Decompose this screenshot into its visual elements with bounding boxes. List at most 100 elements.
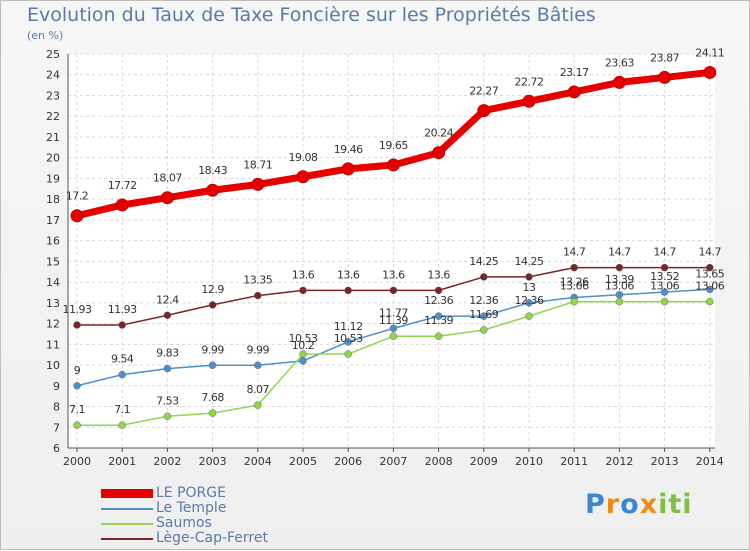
legend-label-le-porge: LE PORGE <box>156 485 226 501</box>
x-tick-label: 2001 <box>108 455 136 468</box>
data-point-saumos <box>208 409 217 417</box>
data-label-le-porge: 22.72 <box>515 75 544 88</box>
data-point-saumos <box>163 412 172 421</box>
data-point-le-porge <box>115 198 129 212</box>
y-tick-label: 10 <box>46 359 60 372</box>
x-tick-label: 2007 <box>379 455 407 468</box>
legend-item: LE PORGE <box>101 486 268 501</box>
brand-letter: t <box>668 489 683 520</box>
legend-swatch-saumos <box>101 522 153 525</box>
data-point-le-porge <box>567 85 581 99</box>
data-point-le-temple <box>118 370 126 379</box>
data-label-lege-cap-ferret: 13.6 <box>337 268 360 281</box>
data-label-lege-cap-ferret: 14.25 <box>515 255 544 268</box>
brand-letter: P <box>585 489 606 520</box>
data-point-lege-cap-ferret <box>118 321 126 329</box>
data-label-le-porge: 24.11 <box>695 46 724 59</box>
data-label-lege-cap-ferret: 12.4 <box>156 293 179 306</box>
data-point-le-porge <box>296 170 310 184</box>
data-point-le-porge <box>160 191 174 205</box>
x-tick-label: 2013 <box>651 455 679 468</box>
data-label-saumos: 11.69 <box>469 308 498 321</box>
data-point-le-temple <box>660 288 669 296</box>
data-point-le-temple <box>344 338 352 346</box>
data-point-le-temple <box>525 299 533 307</box>
data-label-le-temple: 9 <box>74 364 81 377</box>
x-tick-label: 2008 <box>425 455 453 468</box>
x-tick-label: 2012 <box>605 455 633 468</box>
data-label-le-temple: 9.83 <box>156 347 179 360</box>
data-label-lege-cap-ferret: 13.6 <box>427 268 450 281</box>
brand-letter: i <box>658 489 669 520</box>
data-point-saumos <box>118 421 126 429</box>
data-label-saumos: 10.53 <box>289 332 318 345</box>
x-tick-label: 2002 <box>153 455 181 468</box>
data-point-lege-cap-ferret <box>615 263 624 272</box>
data-point-le-porge <box>386 158 400 172</box>
y-tick-label: 11 <box>46 338 60 351</box>
data-label-saumos: 8.07 <box>247 383 270 396</box>
x-tick-label: 2006 <box>334 455 362 468</box>
data-point-saumos <box>570 297 578 306</box>
data-label-lege-cap-ferret: 14.7 <box>653 246 676 259</box>
data-label-le-temple: 13.26 <box>560 275 589 288</box>
y-tick-label: 14 <box>46 276 60 289</box>
data-label-le-temple: 13.39 <box>605 273 634 286</box>
data-label-le-temple: 9.99 <box>247 343 270 356</box>
data-point-lege-cap-ferret <box>525 273 533 281</box>
data-label-le-porge: 18.71 <box>243 158 272 171</box>
data-point-saumos <box>660 297 669 306</box>
data-point-lege-cap-ferret <box>389 286 398 295</box>
data-label-saumos: 11.39 <box>424 314 453 327</box>
data-label-saumos: 7.1 <box>69 403 85 416</box>
data-point-le-temple <box>434 312 443 320</box>
data-point-le-temple <box>73 382 81 390</box>
y-tick-label: 18 <box>46 193 60 206</box>
data-label-le-porge: 23.87 <box>650 51 679 64</box>
data-point-saumos <box>480 326 488 334</box>
data-label-saumos: 13.06 <box>605 280 634 293</box>
data-point-le-temple <box>706 285 714 294</box>
data-label-le-porge: 18.43 <box>198 164 227 177</box>
legend-label-lege-cap-ferret: Lège-Cap-Ferret <box>156 530 268 546</box>
y-tick-label: 16 <box>46 235 60 248</box>
legend-label-le-temple: Le Temple <box>156 500 227 516</box>
y-tick-label: 25 <box>46 48 60 61</box>
brand-logo: Proxiti <box>585 489 693 520</box>
x-tick-label: 2011 <box>560 455 588 468</box>
data-label-saumos: 13.06 <box>650 280 679 293</box>
data-point-le-temple <box>254 361 262 370</box>
y-tick-label: 12 <box>46 318 60 331</box>
data-point-le-porge <box>251 177 265 191</box>
x-tick-label: 2010 <box>515 455 543 468</box>
data-label-le-porge: 23.63 <box>605 56 634 69</box>
data-label-le-temple: 11.12 <box>334 320 363 333</box>
data-label-le-temple: 13.65 <box>695 267 724 280</box>
data-point-le-porge <box>341 162 355 176</box>
data-label-le-temple: 9.54 <box>111 353 134 366</box>
y-tick-label: 8 <box>53 401 60 414</box>
data-point-saumos <box>389 332 398 340</box>
data-label-saumos: 11.39 <box>379 314 408 327</box>
data-point-saumos <box>525 312 533 320</box>
data-label-saumos: 13.06 <box>560 280 589 293</box>
y-tick-label: 19 <box>46 172 60 185</box>
data-label-le-temple: 12.36 <box>424 294 453 307</box>
y-tick-label: 7 <box>53 421 60 434</box>
data-point-le-porge <box>522 94 536 108</box>
data-point-lege-cap-ferret <box>73 321 81 329</box>
data-label-le-porge: 19.08 <box>289 151 318 164</box>
y-tick-label: 17 <box>46 214 60 227</box>
data-label-le-porge: 19.65 <box>379 139 408 152</box>
data-point-saumos <box>344 350 352 358</box>
y-tick-label: 21 <box>46 131 60 144</box>
data-point-lege-cap-ferret <box>344 286 352 295</box>
data-point-saumos <box>299 350 307 358</box>
y-tick-label: 22 <box>46 110 60 123</box>
brand-letter: r <box>605 489 621 520</box>
data-label-lege-cap-ferret: 12.9 <box>201 283 224 296</box>
y-axis-unit: (en %) <box>27 29 64 42</box>
x-tick-label: 2009 <box>470 455 498 468</box>
data-label-le-porge: 17.72 <box>108 179 137 192</box>
data-point-le-temple <box>389 324 398 333</box>
